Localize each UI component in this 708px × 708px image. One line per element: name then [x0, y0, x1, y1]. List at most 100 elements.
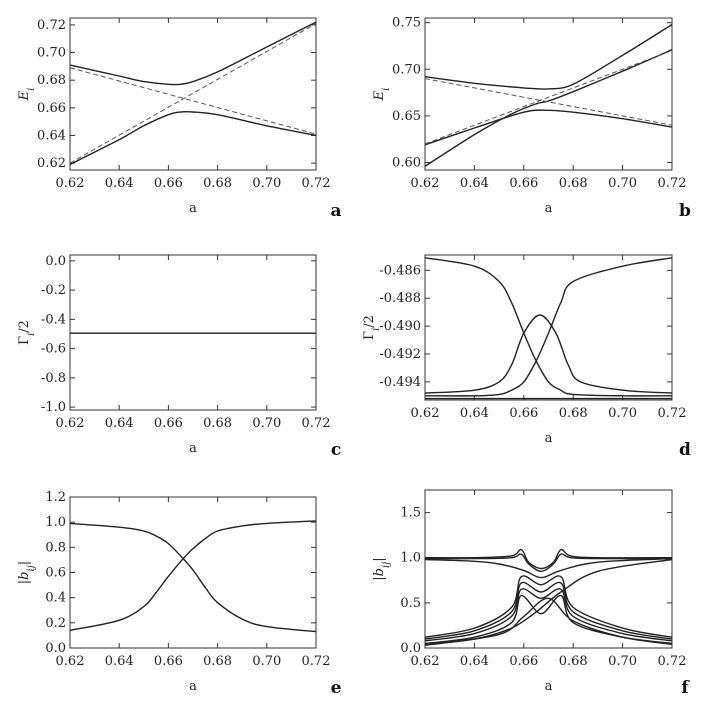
y-tick-label: 0.70 — [37, 46, 66, 61]
y-axis-label-main: E — [372, 90, 387, 101]
panel-d: 0.62 0.64 0.66 0.68 0.70 0.72 -0.486 -0.488 -0.4… — [362, 254, 691, 460]
x-tick-label: 0.62 — [411, 406, 440, 421]
y-tick-label: -1.0 — [41, 400, 66, 415]
x-tick-label: 0.70 — [608, 654, 637, 669]
y-axis-label: Ei — [17, 88, 37, 102]
y-tick-label: 0.70 — [392, 62, 421, 77]
x-tick-label: 0.72 — [302, 654, 331, 669]
y-axis-label-main: Γ — [17, 336, 32, 345]
panel-letter: b — [679, 201, 691, 221]
x-tick-label: 0.68 — [559, 406, 588, 421]
series-group — [70, 21, 316, 166]
series-line-1 — [425, 548, 672, 570]
series-line-2 — [425, 257, 672, 397]
y-tick-label: -0.6 — [41, 342, 66, 357]
y-tick-label: -0.2 — [41, 283, 66, 298]
x-axis-label: a — [545, 431, 553, 446]
x-tick-label: 0.62 — [411, 176, 440, 191]
series-group — [70, 520, 316, 633]
x-tick-label: 0.66 — [154, 416, 183, 431]
x-tick-label: 0.70 — [608, 176, 637, 191]
series-line-1 — [425, 23, 672, 90]
plot-frame — [424, 489, 673, 649]
x-tick-label: 0.66 — [154, 654, 183, 669]
x-axis-label: a — [545, 201, 553, 216]
y-tick-label: 0.68 — [37, 73, 66, 88]
panel-letter: a — [330, 201, 341, 221]
y-axis-label-main: |b — [372, 568, 387, 581]
x-axis-label: a — [545, 679, 553, 694]
y-tick-label: 0.65 — [392, 109, 421, 124]
y-axis-label-suffix: | — [372, 557, 387, 561]
series-line-1 — [70, 21, 316, 86]
y-tick-label: 1.5 — [400, 506, 421, 521]
x-tick-label: 0.68 — [559, 176, 588, 191]
plot-frame — [424, 17, 673, 171]
y-axis-label: Ei — [372, 88, 392, 102]
x-tick-label: 0.72 — [302, 416, 331, 431]
x-tick-label: 0.64 — [460, 654, 489, 669]
plot-frame — [424, 254, 673, 401]
series-line-2 — [70, 110, 316, 166]
series-line-3 — [425, 314, 672, 394]
y-tick-label: 0.72 — [37, 18, 66, 33]
y-tick-label: 0.64 — [37, 128, 66, 143]
y-tick-label: 0.5 — [400, 596, 421, 611]
y-axis-label: Γi/2 — [362, 315, 382, 340]
dashed-series-line-4 — [70, 23, 316, 164]
x-tick-label: 0.64 — [105, 416, 134, 431]
x-tick-label: 0.62 — [56, 654, 85, 669]
series-group — [425, 257, 672, 400]
y-tick-label: 0.62 — [37, 156, 66, 171]
panel-letter: c — [331, 440, 341, 460]
plot-frame — [69, 17, 317, 171]
series-line-1 — [70, 522, 316, 633]
y-axis-label: Γi/2 — [17, 320, 37, 345]
x-tick-label: 0.70 — [252, 176, 281, 191]
panel-e: 0.62 0.64 0.66 0.68 0.70 0.72 0.0 0.2 0.4 0.6 0.8 1… — [17, 490, 342, 698]
y-tick-label: 0.4 — [45, 591, 66, 606]
y-tick-label: -0.8 — [41, 371, 66, 386]
x-tick-label: 0.72 — [658, 406, 687, 421]
x-tick-label: 0.66 — [509, 406, 538, 421]
panel-letter: e — [331, 678, 342, 698]
y-tick-label: 0.0 — [45, 254, 66, 269]
y-axis-label-main: E — [17, 90, 32, 101]
panel-a: 0.62 0.64 0.66 0.68 0.70 0.72 0.62 0.64 0.66 0.68… — [17, 17, 342, 221]
y-axis-label-main: |b — [17, 572, 32, 585]
x-tick-label: 0.66 — [509, 176, 538, 191]
x-tick-label: 0.70 — [252, 416, 281, 431]
y-axis-label-main: Γ — [362, 331, 377, 340]
y-tick-label: -0.494 — [379, 375, 421, 390]
y-tick-label: -0.488 — [379, 291, 421, 306]
y-tick-label: 0.6 — [45, 566, 66, 581]
y-tick-label: -0.4 — [41, 312, 66, 327]
series-line-9 — [425, 597, 672, 646]
y-tick-label: 0.0 — [400, 641, 421, 656]
y-axis-label-suffix: /2 — [17, 320, 32, 333]
x-tick-label: 0.62 — [411, 654, 440, 669]
y-tick-label: 0.60 — [392, 156, 421, 171]
y-axis-label-suffix: /2 — [362, 315, 377, 328]
x-tick-label: 0.64 — [105, 176, 134, 191]
series-line-3 — [425, 557, 672, 579]
x-tick-label: 0.68 — [203, 176, 232, 191]
y-tick-label: 0.0 — [45, 641, 66, 656]
y-axis-label-subscript: i — [371, 328, 382, 331]
x-tick-label: 0.70 — [252, 654, 281, 669]
dashed-series-line-3 — [70, 67, 316, 135]
series-line-6 — [425, 588, 672, 642]
y-tick-label: 1.0 — [400, 551, 421, 566]
y-tick-label: 1.0 — [45, 515, 66, 530]
panel-letter: f — [681, 678, 690, 698]
x-tick-label: 0.64 — [105, 654, 134, 669]
x-tick-label: 0.62 — [56, 176, 85, 191]
dashed-series-line-4 — [425, 78, 672, 126]
series-line-5 — [425, 581, 672, 640]
y-tick-label: -0.492 — [379, 347, 421, 362]
series-group — [425, 23, 672, 167]
y-axis-label: |bij| — [372, 557, 392, 580]
series-line-4 — [425, 575, 672, 638]
